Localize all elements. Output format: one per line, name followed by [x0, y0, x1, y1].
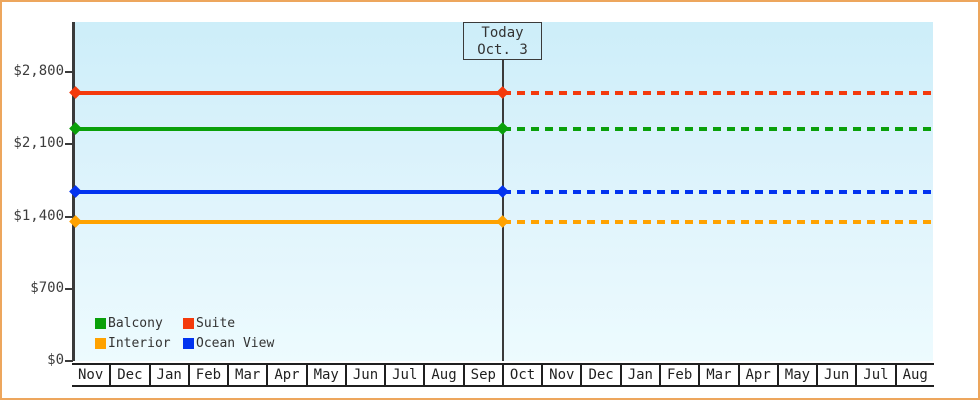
series-line-projected-interior [502, 219, 933, 224]
today-label: Today [481, 25, 524, 41]
legend-swatch-icon [95, 338, 106, 349]
legend-swatch-icon [95, 318, 106, 329]
y-axis-label: $0 [47, 352, 64, 368]
y-axis-label: $700 [30, 279, 64, 296]
y-axis-tick [65, 287, 73, 290]
x-axis-month-cell: May [779, 365, 819, 385]
legend-label: Balcony [108, 316, 163, 331]
legend-label: Suite [196, 316, 236, 331]
x-axis-month-cell: Dec [111, 365, 151, 385]
x-axis-month-cell: Aug [902, 367, 928, 383]
y-axis-tick [65, 215, 73, 218]
legend-item-ocean-view: Ocean View [183, 334, 274, 353]
x-axis-month-row: Nov Dec Jan Feb Mar Apr May Jun Jul Aug Sep Oct Nov D… [72, 363, 934, 387]
x-axis-month-cell: Jun [347, 365, 387, 385]
x-axis-month-cell: Apr [268, 365, 308, 385]
legend-item-suite: Suite [183, 314, 274, 333]
x-axis-month-cell: Jan [151, 365, 190, 385]
today-marker-line [501, 59, 504, 361]
x-axis-month-cell: Mar [229, 365, 269, 385]
y-axis-tick [65, 360, 73, 362]
x-axis-month-cell: Feb [661, 365, 701, 385]
x-axis-month-cell: Feb [190, 365, 230, 385]
x-axis-month-cell: Apr [740, 365, 779, 385]
x-axis-month-cell: Nov [543, 365, 583, 385]
series-line-solid-suite [73, 90, 503, 95]
legend-label: Interior [108, 336, 171, 351]
y-axis-tick [65, 143, 73, 146]
x-axis-month-cell: Jan [622, 365, 661, 385]
x-axis-month-cell: Jul [857, 365, 897, 385]
legend-swatch-icon [183, 318, 194, 329]
series-line-solid-ocean-view [73, 189, 503, 194]
x-axis-month-cell: May [308, 365, 347, 385]
x-axis-month-cell: Nov [72, 365, 112, 385]
y-axis-label: $2,800 [13, 63, 64, 79]
legend-label: Ocean View [196, 336, 275, 351]
y-axis-label: $1,400 [13, 207, 64, 224]
legend-item-interior: Interior [95, 334, 183, 353]
series-line-solid-interior [73, 219, 503, 224]
today-label-box: Today Oct. 3 [463, 22, 542, 60]
series-line-projected-ocean-view [502, 189, 933, 194]
legend: Balcony Suite Interior Ocean View [95, 314, 274, 353]
x-axis-month-cell: Jun [818, 365, 858, 385]
y-axis-tick [65, 71, 73, 73]
x-axis-month-cell: Oct [504, 365, 544, 385]
legend-item-balcony: Balcony [95, 314, 183, 333]
x-axis-month-cell: Jul [386, 365, 426, 385]
legend-swatch-icon [183, 338, 194, 349]
today-date: Oct. 3 [477, 42, 528, 58]
series-line-projected-balcony [502, 126, 933, 131]
x-axis-month-cell: Sep [465, 365, 504, 385]
x-axis-month-cell: Aug [425, 365, 465, 385]
x-axis-month-cell: Mar [700, 365, 740, 385]
series-line-projected-suite [502, 90, 933, 95]
y-axis-label: $2,100 [13, 135, 64, 152]
series-line-solid-balcony [73, 126, 503, 131]
x-axis-month-cell: Dec [582, 365, 622, 385]
